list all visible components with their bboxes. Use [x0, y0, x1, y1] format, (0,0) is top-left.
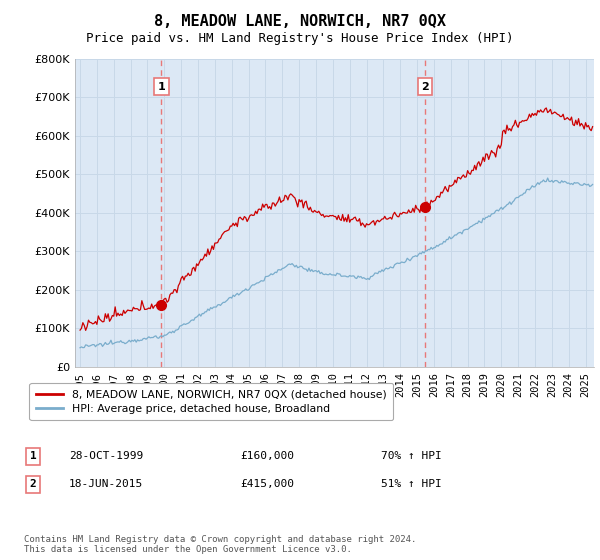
- Text: Price paid vs. HM Land Registry's House Price Index (HPI): Price paid vs. HM Land Registry's House …: [86, 32, 514, 45]
- Text: 2: 2: [421, 82, 428, 91]
- Text: Contains HM Land Registry data © Crown copyright and database right 2024.
This d: Contains HM Land Registry data © Crown c…: [24, 535, 416, 554]
- Text: £160,000: £160,000: [240, 451, 294, 461]
- Text: £415,000: £415,000: [240, 479, 294, 489]
- Text: 51% ↑ HPI: 51% ↑ HPI: [381, 479, 442, 489]
- Text: 2: 2: [29, 479, 37, 489]
- Text: 1: 1: [29, 451, 37, 461]
- Text: 8, MEADOW LANE, NORWICH, NR7 0QX: 8, MEADOW LANE, NORWICH, NR7 0QX: [154, 14, 446, 29]
- Legend: 8, MEADOW LANE, NORWICH, NR7 0QX (detached house), HPI: Average price, detached : 8, MEADOW LANE, NORWICH, NR7 0QX (detach…: [29, 383, 393, 421]
- Text: 70% ↑ HPI: 70% ↑ HPI: [381, 451, 442, 461]
- Text: 28-OCT-1999: 28-OCT-1999: [69, 451, 143, 461]
- Text: 1: 1: [158, 82, 166, 91]
- Text: 18-JUN-2015: 18-JUN-2015: [69, 479, 143, 489]
